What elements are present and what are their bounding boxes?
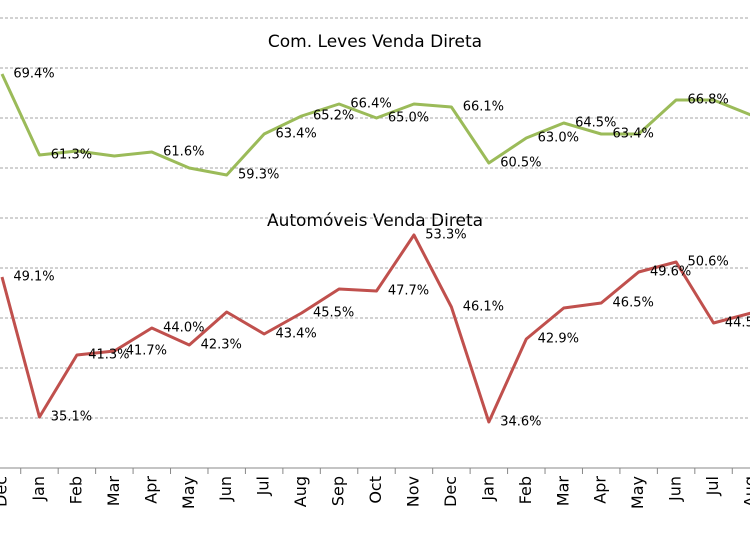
x-tick-label: Dec xyxy=(441,476,460,507)
x-tick-label: Dec xyxy=(0,476,11,507)
data-label: 65.0% xyxy=(388,111,429,126)
data-label: 46.5% xyxy=(613,296,654,311)
x-tick-label: Nov xyxy=(403,476,422,507)
x-tick-label: Jun xyxy=(216,476,235,502)
data-label: 53.3% xyxy=(425,228,466,243)
data-label: 41.7% xyxy=(126,344,167,359)
x-tick-label: Oct xyxy=(366,476,385,504)
data-label: 44.5% xyxy=(725,316,750,331)
data-label: 63.0% xyxy=(538,131,579,146)
data-label: 46.1% xyxy=(463,300,504,315)
data-label: 61.3% xyxy=(51,148,92,163)
data-label: 47.7% xyxy=(388,284,429,299)
data-label: 63.4% xyxy=(275,127,316,142)
data-label: 66.8% xyxy=(687,93,728,108)
data-label: 50.6% xyxy=(687,255,728,270)
data-label: 45.5% xyxy=(313,306,354,321)
series-heading: Com. Leves Venda Direta xyxy=(268,32,482,52)
x-tick-label: Aug xyxy=(291,476,310,507)
data-label: 65.2% xyxy=(313,109,354,124)
data-label: 41.3% xyxy=(88,348,129,363)
data-label: 59.3% xyxy=(238,168,279,183)
x-tick-label: Jun xyxy=(666,476,685,502)
x-tick-label: Apr xyxy=(141,476,160,504)
x-tick-label: Apr xyxy=(591,476,610,504)
x-tick-label: May xyxy=(179,476,198,509)
x-tick-label: Jul xyxy=(703,476,722,496)
series-line xyxy=(0,73,750,177)
x-tick-label: Sep xyxy=(329,476,348,506)
data-label: 49.6% xyxy=(650,265,691,280)
data-label: 66.1% xyxy=(463,100,504,115)
x-tick-label: Jan xyxy=(478,476,497,502)
data-label: 34.6% xyxy=(500,415,541,430)
x-tick-label: May xyxy=(628,476,647,509)
data-label: 63.4% xyxy=(613,127,654,142)
x-tick-label: Jan xyxy=(29,476,48,502)
data-label: 60.5% xyxy=(500,156,541,171)
x-tick-label: Mar xyxy=(553,476,572,507)
data-label: 66.4% xyxy=(350,97,391,112)
x-tick-label: Feb xyxy=(516,476,535,504)
data-label: 35.1% xyxy=(51,410,92,425)
data-label: 61.6% xyxy=(163,145,204,160)
data-label: 69.4% xyxy=(13,67,54,82)
data-label: 42.3% xyxy=(201,338,242,353)
x-tick-label: Aug xyxy=(741,476,750,507)
x-tick-label: Mar xyxy=(104,476,123,507)
data-label: 42.9% xyxy=(538,332,579,347)
series-heading: Automóveis Venda Direta xyxy=(267,211,483,231)
data-label: 49.1% xyxy=(13,270,54,285)
x-tick-label: Jul xyxy=(254,476,273,496)
x-tick-label: Feb xyxy=(66,476,85,504)
series-line xyxy=(0,233,750,424)
data-label: 44.0% xyxy=(163,321,204,336)
data-label: 43.4% xyxy=(275,327,316,342)
data-label: 64.5% xyxy=(575,116,616,131)
